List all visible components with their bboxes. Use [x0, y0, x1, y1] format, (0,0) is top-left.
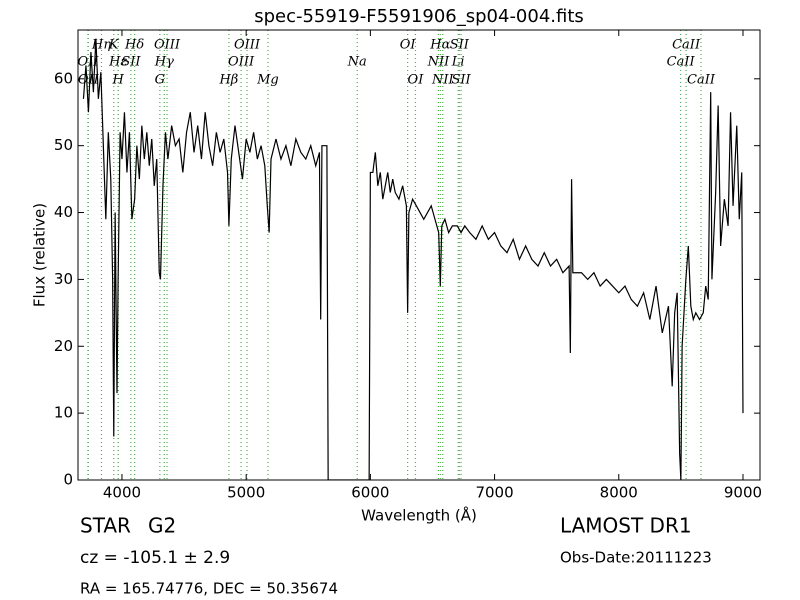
- spectral-line-label: K: [108, 38, 120, 53]
- class-label: STAR: [80, 514, 131, 538]
- x-tick-label: 4000: [103, 484, 141, 502]
- spectral-line-label: Hδ: [124, 38, 144, 53]
- spectral-line-label: Na: [347, 55, 367, 70]
- spectral-line-label: Hβ: [218, 73, 238, 88]
- x-tick-label: 6000: [351, 484, 389, 502]
- coords-label: RA = 165.74776, DEC = 50.35674: [80, 580, 338, 598]
- y-axis-label: Flux (relative): [31, 203, 49, 307]
- subclass-label: G2: [148, 514, 176, 538]
- spectral-line-label: OI: [408, 73, 425, 88]
- spectral-line-label: NII: [427, 55, 451, 70]
- spectral-line-label: CaII: [687, 73, 716, 88]
- y-tick-label: 40: [54, 203, 73, 221]
- spectral-line-label: Hγ: [154, 55, 174, 70]
- spectral-line-label: OIII: [234, 38, 261, 53]
- spectral-line-label: G: [155, 73, 165, 88]
- spectral-line-label: OIII: [228, 55, 255, 70]
- spectrum-line: [82, 38, 744, 480]
- x-tick-label: 8000: [600, 484, 638, 502]
- chart-title: spec-55919-F5591906_sp04-004.fits: [254, 6, 584, 27]
- x-tick-label: 5000: [227, 484, 265, 502]
- y-tick-label: 30: [54, 270, 73, 288]
- survey-label: LAMOST DR1: [560, 514, 692, 538]
- y-tick-label: 0: [63, 471, 73, 489]
- y-tick-label: 20: [54, 337, 73, 355]
- redshift-label: cz = -105.1 ± 2.9: [80, 548, 230, 568]
- x-axis-label: Wavelength (Å): [361, 506, 477, 525]
- plot-area: [82, 30, 744, 480]
- spectral-line-label: Hα: [429, 38, 450, 53]
- spectral-line-label: CaII: [672, 38, 701, 53]
- axes-frame: [77, 29, 761, 481]
- spectral-line-label: SII: [451, 73, 471, 88]
- y-tick-label: 50: [54, 136, 73, 154]
- spectral-line-label: Hε: [108, 55, 127, 70]
- obs-date-label: Obs-Date:20111223: [560, 549, 712, 567]
- y-tick-label: 60: [54, 69, 73, 87]
- spectral-line-label: SII: [121, 55, 141, 70]
- spectral-line-label: SII: [450, 38, 470, 53]
- x-tick-label: 9000: [724, 484, 762, 502]
- spectral-line-label: CaII: [667, 55, 696, 70]
- spectral-line-label: OII: [77, 55, 99, 70]
- spectral-line-label: OIII: [154, 38, 181, 53]
- spectral-line-label: OI: [400, 38, 417, 53]
- y-tick-label: 10: [54, 404, 73, 422]
- spectral-line-label: H: [111, 73, 124, 88]
- spectral-line-label: NII: [431, 73, 455, 88]
- spectral-line-label: Hη: [91, 38, 111, 53]
- spectral-line-label: Li: [451, 55, 465, 70]
- spectral-line-label: OII: [78, 73, 100, 88]
- x-tick-label: 7000: [475, 484, 513, 502]
- spectral-line-label: Mg: [256, 73, 279, 88]
